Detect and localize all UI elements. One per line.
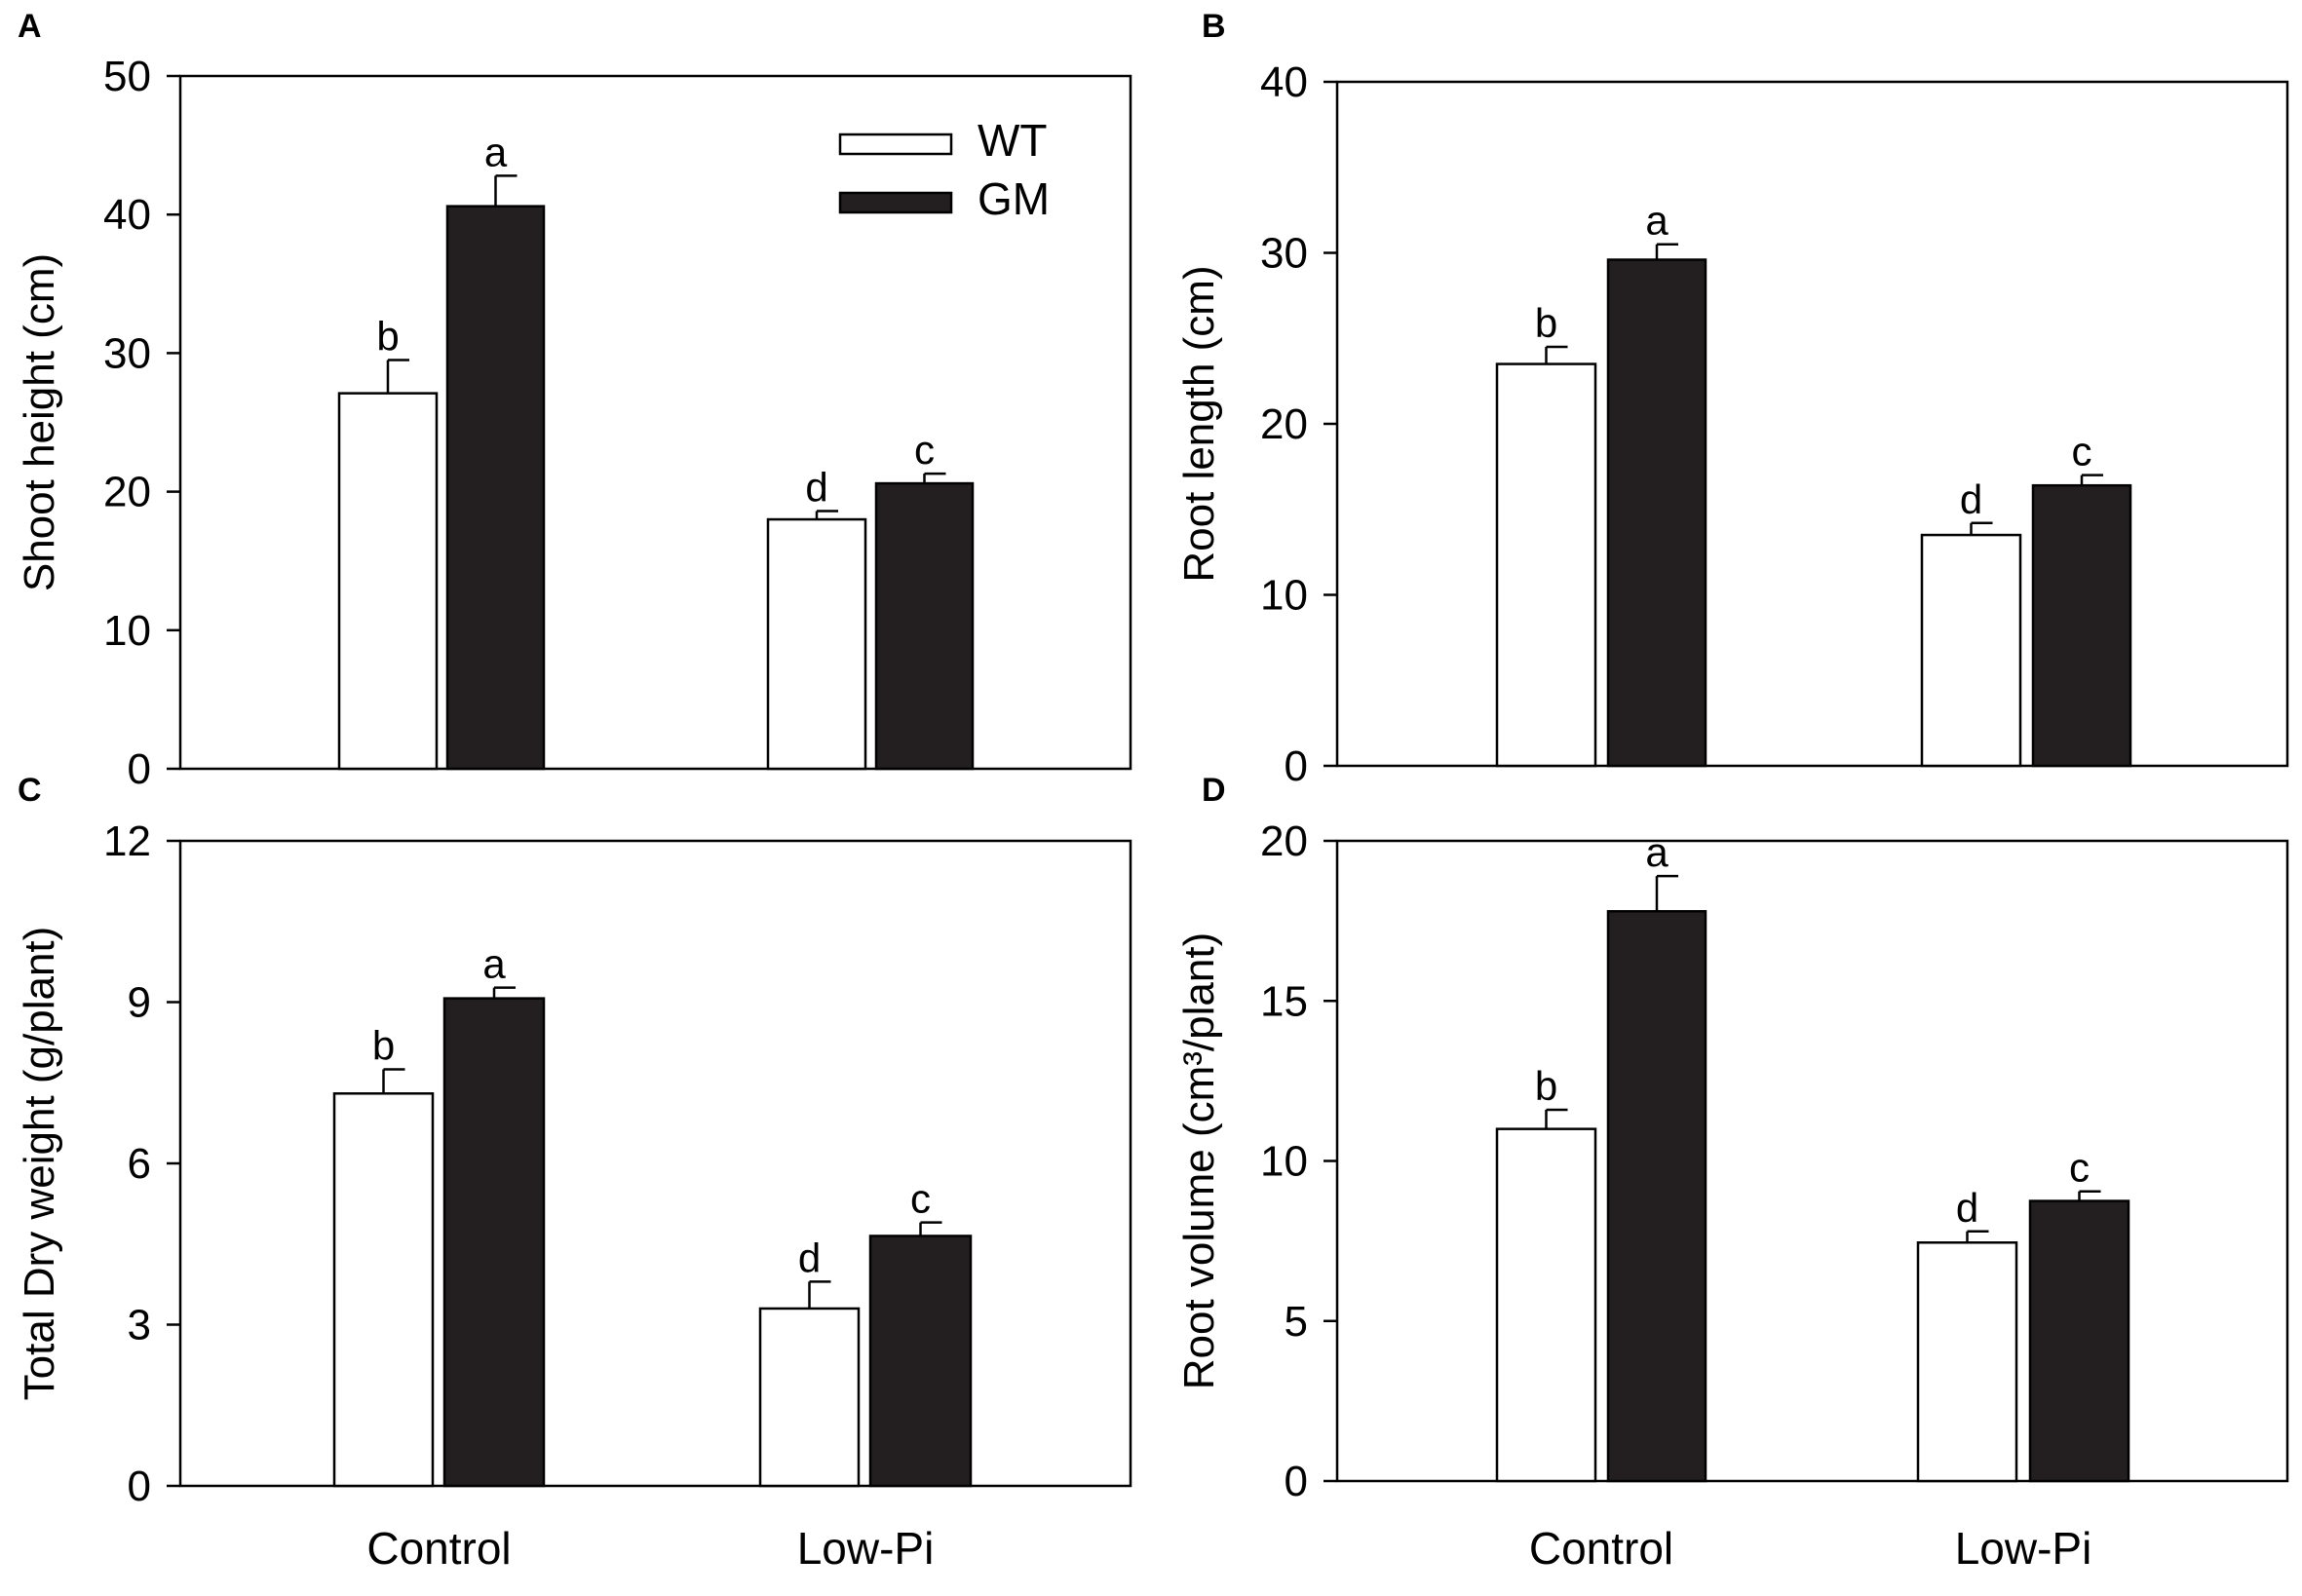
y-tick-label: 9 (128, 979, 151, 1027)
panel-letter: A (18, 8, 42, 45)
y-tick-label: 0 (128, 745, 151, 793)
significance-letter: a (484, 129, 508, 174)
panel-letter: C (18, 772, 42, 809)
legend: WT GM (838, 115, 1050, 224)
y-tick-label: 50 (103, 53, 151, 100)
y-tick-label: 0 (128, 1463, 151, 1510)
y-axis-label: Total Dry weight (g/plant) (16, 927, 63, 1401)
y-tick-label: 40 (1260, 58, 1308, 106)
y-tick-label: 20 (103, 469, 151, 516)
significance-letter: c (910, 1176, 931, 1222)
significance-letter: d (805, 465, 827, 511)
y-tick-label: 5 (1285, 1298, 1308, 1346)
plot-frame (178, 74, 1132, 771)
significance-letter: c (2069, 1145, 2090, 1191)
y-tick-label: 30 (103, 329, 151, 377)
y-tick-label: 6 (128, 1140, 151, 1188)
y-tick-label: 0 (1285, 742, 1308, 790)
gm-bar-low-pi (874, 481, 975, 771)
panel-letter: B (1202, 8, 1226, 45)
legend-label: GM (978, 173, 1050, 224)
significance-letter: b (1535, 1063, 1557, 1109)
wt-bar-control (337, 392, 439, 771)
panel-c: C 0 3 6 9 12 Total Dry weight (g/plant) b a Contr… (16, 772, 1132, 1574)
gm-bar-control (442, 997, 546, 1488)
y-axis-label: Root volume (cm³/plant) (1175, 932, 1223, 1389)
gm-bar-control (1606, 910, 1707, 1483)
significance-letter: d (1960, 476, 1982, 522)
y-tick-label: 20 (1260, 817, 1308, 865)
y-tick-label: 12 (103, 817, 151, 865)
significance-letter: a (482, 941, 506, 987)
significance-letter: b (376, 314, 399, 360)
wt-bar-low-pi (1916, 1241, 2018, 1483)
significance-letter: b (1535, 300, 1557, 346)
significance-letter: a (1645, 829, 1669, 875)
y-tick-label: 40 (103, 191, 151, 239)
plot-frame (1335, 80, 2289, 768)
legend-label: WT (978, 115, 1048, 166)
wt-bar-control (1495, 362, 1597, 768)
significance-letter: d (1956, 1185, 1978, 1231)
panel-letter: D (1202, 772, 1226, 809)
panel-b: B 0 10 20 30 40 Root length (cm) b a d c (1175, 8, 2289, 790)
y-tick-label: 20 (1260, 400, 1308, 448)
wt-bar-low-pi (758, 1307, 861, 1488)
gm-bar-low-pi (868, 1235, 973, 1488)
x-category-label: Low-Pi (797, 1523, 935, 1574)
y-tick-label: 10 (1260, 572, 1308, 620)
gm-bar-control (445, 205, 546, 771)
wt-bar-low-pi (766, 517, 867, 771)
significance-letter: a (1645, 198, 1669, 244)
gm-bar-control (1606, 258, 1707, 768)
significance-letter: d (798, 1235, 821, 1280)
wt-bar-low-pi (1920, 533, 2022, 768)
y-tick-label: 10 (1260, 1138, 1308, 1186)
y-tick-label: 3 (128, 1302, 151, 1349)
y-tick-label: 0 (1285, 1458, 1308, 1505)
y-axis-label: Root length (cm) (1175, 265, 1223, 582)
y-tick-label: 15 (1260, 977, 1308, 1025)
x-category-label: Control (366, 1523, 511, 1574)
significance-letter: b (372, 1022, 395, 1068)
legend-swatch-wt (838, 133, 953, 156)
wt-bar-control (332, 1092, 435, 1488)
legend-swatch-gm (838, 191, 953, 214)
panel-d: D 0 5 10 15 20 Root volume (cm³/plant) b a Contro… (1175, 772, 2289, 1574)
plot-frame (1335, 839, 2289, 1483)
x-category-label: Low-Pi (1955, 1523, 2092, 1574)
y-axis-label: Shoot height (cm) (16, 253, 63, 591)
panel-a: A 0 10 20 30 40 50 Shoot height (cm) b a d c WT GM (16, 8, 1132, 793)
gm-bar-low-pi (2028, 1199, 2130, 1483)
gm-bar-low-pi (2031, 483, 2132, 768)
significance-letter: c (914, 427, 935, 473)
wt-bar-control (1495, 1127, 1597, 1483)
x-category-label: Control (1529, 1523, 1673, 1574)
significance-letter: c (2072, 429, 2092, 475)
y-tick-label: 30 (1260, 230, 1308, 278)
y-tick-label: 10 (103, 607, 151, 655)
plot-frame (178, 839, 1132, 1488)
